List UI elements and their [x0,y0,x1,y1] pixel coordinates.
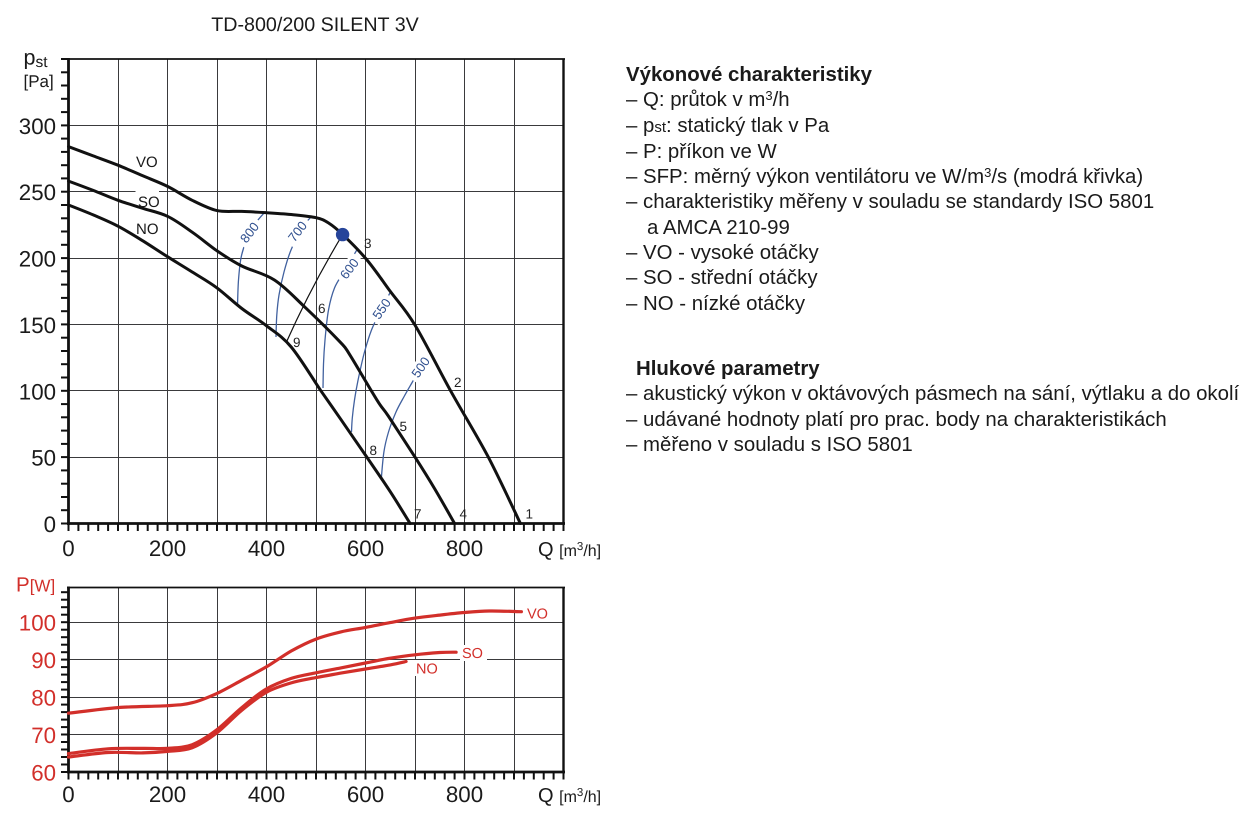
svg-text:P[W]: P[W] [16,574,55,597]
svg-text:9: 9 [293,335,301,350]
svg-text:200: 200 [149,536,186,561]
svg-text:0: 0 [44,512,56,537]
svg-text:0: 0 [62,782,74,807]
svg-text:3: 3 [364,236,372,251]
svg-text:0: 0 [62,536,74,561]
svg-text:1: 1 [526,507,534,522]
svg-text:NO: NO [136,221,159,238]
svg-text:200: 200 [19,247,56,272]
svg-text:90: 90 [31,648,56,673]
svg-text:800: 800 [446,782,483,807]
svg-text:300: 300 [19,114,56,139]
svg-text:600: 600 [347,536,384,561]
svg-text:80: 80 [31,686,56,711]
svg-text:SO: SO [462,646,483,662]
svg-text:Q [m3/h]: Q [m3/h] [538,785,601,807]
svg-text:4: 4 [460,507,468,522]
svg-text:2: 2 [454,375,462,390]
svg-text:VO: VO [527,607,548,623]
svg-text:100: 100 [19,379,56,404]
svg-text:6: 6 [318,301,326,316]
svg-text:[Pa]: [Pa] [24,72,54,91]
svg-text:7: 7 [414,507,422,522]
svg-text:Q [m3/h]: Q [m3/h] [538,539,601,561]
svg-text:200: 200 [149,782,186,807]
svg-text:800: 800 [446,536,483,561]
svg-text:50: 50 [31,446,56,471]
svg-text:250: 250 [19,180,56,205]
svg-text:400: 400 [248,782,285,807]
svg-text:600: 600 [347,782,384,807]
svg-text:8: 8 [370,443,378,458]
svg-text:5: 5 [400,419,408,434]
svg-text:NO: NO [416,662,438,678]
svg-text:60: 60 [31,761,56,786]
svg-text:VO: VO [136,154,158,171]
svg-text:TD-800/200 SILENT 3V: TD-800/200 SILENT 3V [211,14,419,36]
svg-text:100: 100 [19,611,56,636]
svg-text:SO: SO [138,194,160,211]
svg-text:70: 70 [31,723,56,748]
svg-text:pst: pst [24,45,49,71]
svg-text:150: 150 [19,313,56,338]
svg-text:400: 400 [248,536,285,561]
